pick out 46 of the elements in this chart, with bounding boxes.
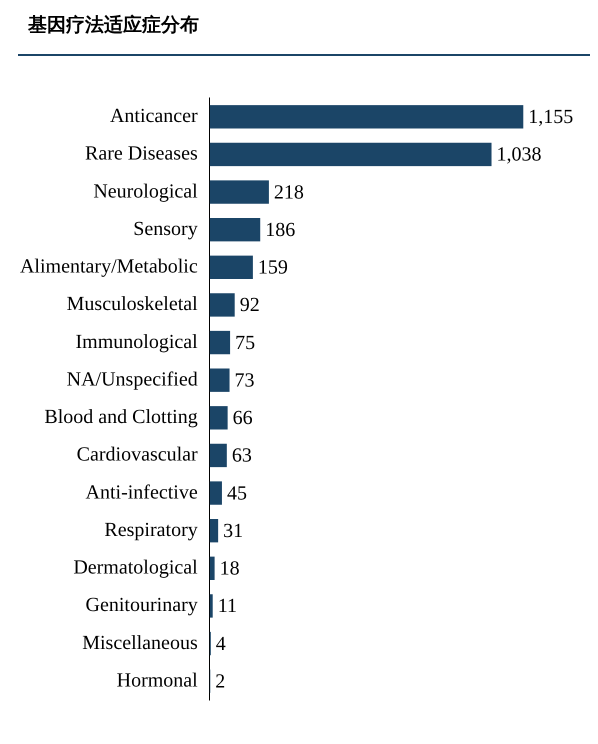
bar [210, 256, 253, 279]
y-tick-label: Dermatological [73, 556, 198, 579]
y-tick-label: Immunological [76, 330, 198, 353]
data-label: 159 [258, 256, 288, 279]
bar [210, 406, 228, 430]
data-label: 92 [240, 294, 260, 316]
y-tick-label: NA/Unspecified [66, 368, 198, 390]
bar [210, 105, 524, 128]
y-tick-label: Neurological [93, 180, 198, 202]
bar [210, 481, 222, 505]
data-label: 45 [226, 482, 247, 504]
data-label: 4 [216, 632, 226, 655]
y-tick-label: Anticancer [110, 105, 198, 128]
y-tick-label: Anti-infective [86, 481, 198, 504]
data-label: 18 [220, 558, 240, 580]
bar [210, 519, 218, 542]
data-label: 11 [218, 595, 237, 618]
data-label: 63 [232, 444, 252, 467]
bar [210, 180, 269, 204]
bar [210, 368, 230, 392]
data-label: 75 [235, 332, 256, 354]
y-tick-label: Cardiovascular [76, 444, 198, 466]
data-label: 186 [265, 218, 296, 241]
y-tick-label: Rare Diseases [84, 142, 198, 165]
bar [210, 556, 215, 580]
data-label: 1,038 [496, 144, 542, 166]
data-label: 2 [215, 670, 226, 692]
y-tick-label: Hormonal [116, 669, 198, 692]
y-tick-label: Respiratory [104, 518, 198, 541]
bar [210, 218, 260, 242]
y-tick-label: Genitourinary [86, 594, 198, 616]
data-label: 73 [234, 369, 255, 392]
data-label: 1,155 [528, 106, 574, 128]
chart-title: 基因疗法适应症分布 [27, 14, 200, 38]
bar [210, 142, 492, 166]
data-label: 66 [232, 407, 253, 430]
y-tick-label: Blood and Clotting [44, 406, 198, 428]
bar [210, 444, 227, 468]
y-tick-label: Sensory [133, 218, 198, 240]
y-tick-label: Miscellaneous [82, 632, 198, 654]
data-label: 31 [223, 520, 244, 542]
data-label: 218 [274, 181, 304, 204]
bar [210, 293, 235, 317]
y-tick-label: Musculoskeletal [66, 293, 198, 316]
bar [210, 330, 230, 354]
y-tick-label: Alimentary/Metabolic [20, 256, 198, 278]
